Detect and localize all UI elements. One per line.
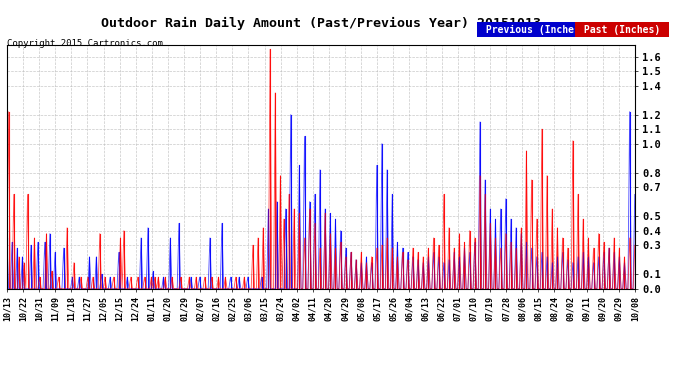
Text: Copyright 2015 Cartronics.com: Copyright 2015 Cartronics.com <box>7 39 163 48</box>
Text: Previous (Inches): Previous (Inches) <box>480 25 591 34</box>
Text: Outdoor Rain Daily Amount (Past/Previous Year) 20151013: Outdoor Rain Daily Amount (Past/Previous… <box>101 17 541 30</box>
Text: Past (Inches): Past (Inches) <box>578 25 667 34</box>
